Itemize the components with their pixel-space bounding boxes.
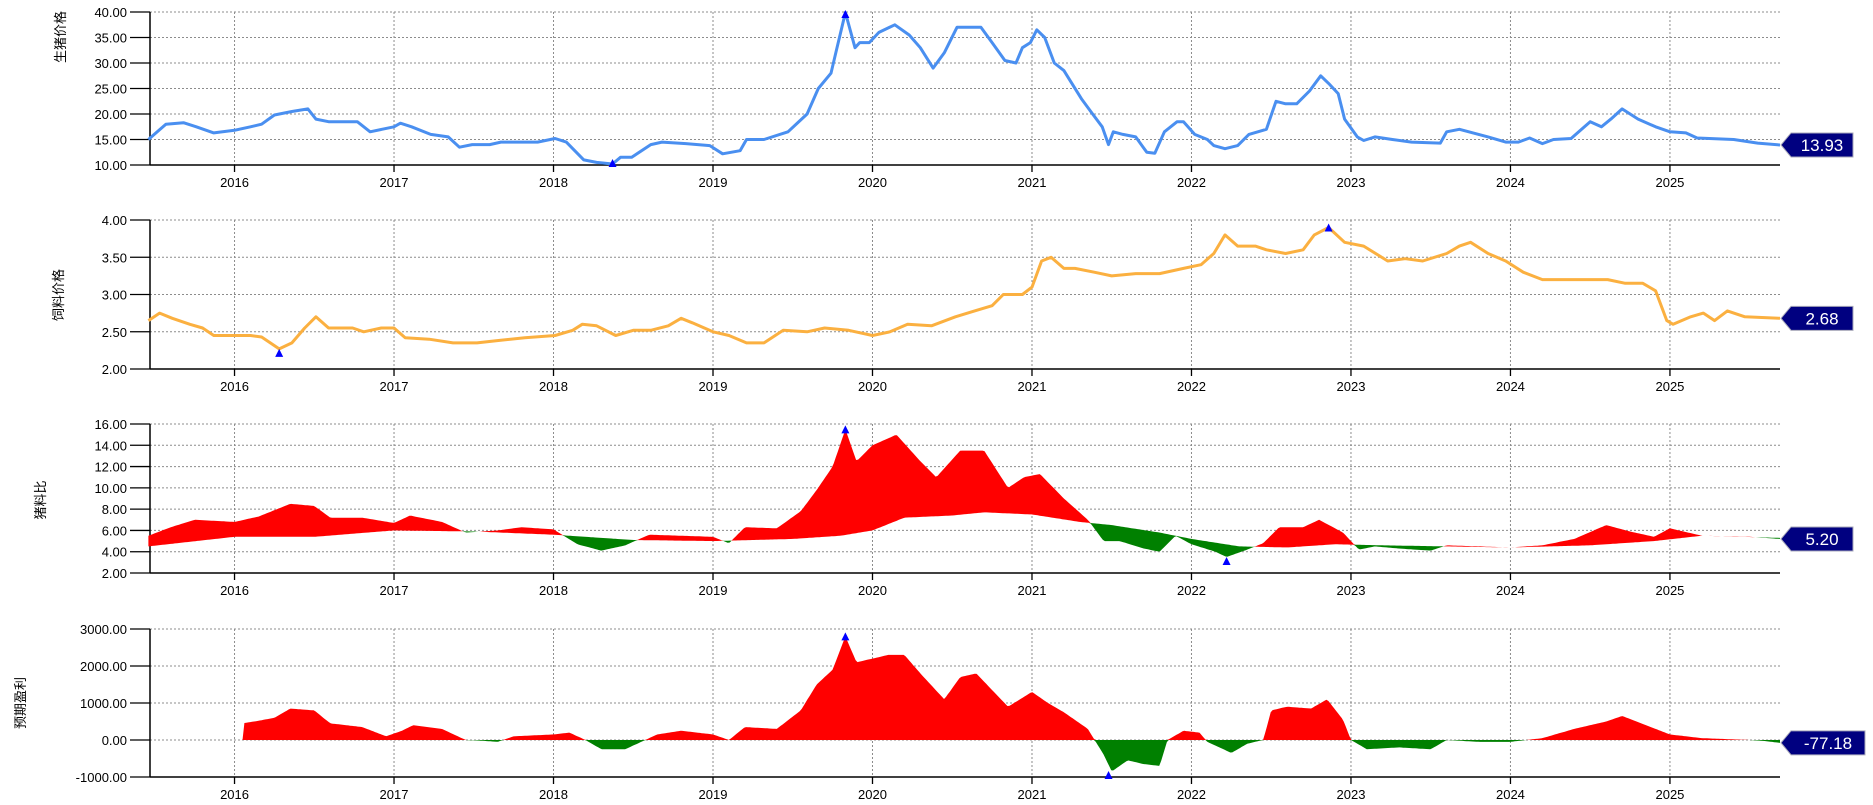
last-value-badge — [1780, 132, 1854, 158]
x-tick-label: 2025 — [1655, 583, 1684, 598]
y-tick-label: 30.00 — [94, 56, 127, 71]
y-axis-title: 饲料价格 — [51, 269, 67, 321]
x-tick-label: 2022 — [1177, 583, 1206, 598]
y-tick-label: 40.00 — [94, 5, 127, 20]
x-tick-label: 2025 — [1655, 175, 1684, 190]
x-tick-label: 2019 — [699, 787, 728, 802]
x-tick-label: 2023 — [1337, 379, 1366, 394]
x-tick-label: 2017 — [380, 583, 409, 598]
x-tick-label: 2022 — [1177, 379, 1206, 394]
x-tick-label: 2020 — [858, 379, 887, 394]
x-tick-label: 2019 — [699, 175, 728, 190]
min-marker — [1222, 557, 1231, 566]
y-tick-label: 4.00 — [102, 213, 127, 228]
y-tick-label: 10.00 — [94, 481, 127, 496]
max-marker — [841, 632, 850, 641]
y-axis-title: 猪料比 — [34, 480, 49, 519]
x-tick-label: 2021 — [1018, 787, 1047, 802]
min-marker — [608, 159, 617, 167]
y-tick-label: -1000.00 — [76, 770, 127, 785]
x-tick-label: 2017 — [380, 787, 409, 802]
x-tick-label: 2025 — [1655, 787, 1684, 802]
x-tick-label: 2016 — [220, 175, 249, 190]
y-tick-label: 1000.00 — [80, 696, 127, 711]
x-tick-label: 2022 — [1177, 787, 1206, 802]
x-tick-label: 2019 — [699, 583, 728, 598]
y-tick-label: 2.00 — [102, 566, 127, 581]
y-tick-label: 3.00 — [102, 288, 127, 303]
last-value-label: 5.20 — [1805, 530, 1838, 549]
y-tick-label: 14.00 — [94, 438, 127, 453]
negative-area — [242, 740, 1780, 771]
y-tick-label: 2.50 — [102, 325, 127, 340]
x-tick-label: 2020 — [858, 583, 887, 598]
x-tick-label: 2025 — [1655, 379, 1684, 394]
y-tick-label: 0.00 — [102, 733, 127, 748]
min-marker — [1104, 771, 1113, 779]
last-value-badge — [1780, 305, 1854, 331]
last-value-label: 2.68 — [1805, 309, 1838, 328]
x-tick-label: 2024 — [1496, 379, 1525, 394]
y-tick-label: 25.00 — [94, 82, 127, 97]
x-tick-label: 2024 — [1496, 583, 1525, 598]
panel-2: 2.00 2.50 3.00 3.50 4.00 2016 2017 2018 2019 2020… — [51, 213, 1854, 394]
y-tick-label: 3.50 — [102, 250, 127, 265]
x-tick-label: 2023 — [1337, 787, 1366, 802]
positive-area — [242, 637, 1780, 740]
y-tick-label: 16.00 — [94, 417, 127, 432]
y-tick-label: 6.00 — [102, 523, 127, 538]
x-tick-label: 2023 — [1337, 175, 1366, 190]
y-tick-label: 15.00 — [94, 133, 127, 148]
x-tick-label: 2018 — [539, 583, 568, 598]
x-tick-label: 2021 — [1018, 175, 1047, 190]
max-marker — [1324, 223, 1333, 232]
x-tick-label: 2021 — [1018, 583, 1047, 598]
x-tick-label: 2020 — [858, 175, 887, 190]
y-tick-label: 20.00 — [94, 107, 127, 122]
max-marker — [841, 10, 850, 18]
x-tick-label: 2018 — [539, 175, 568, 190]
x-tick-label: 2021 — [1018, 379, 1047, 394]
y-tick-label: 4.00 — [102, 545, 127, 560]
panel-3: 2.00 4.00 6.00 8.00 10.00 12.00 14.00 16.00 2016… — [34, 417, 1854, 598]
y-tick-label: 8.00 — [102, 502, 127, 517]
x-tick-label: 2024 — [1496, 175, 1525, 190]
x-tick-label: 2017 — [380, 379, 409, 394]
panel-4: -1000.00 0.00 1000.00 2000.00 3000.00 2016 201… — [14, 622, 1866, 802]
x-tick-label: 2017 — [380, 175, 409, 190]
y-tick-label: 2000.00 — [80, 659, 127, 674]
x-tick-label: 2016 — [220, 379, 249, 394]
last-value-label: -77.18 — [1804, 734, 1852, 753]
min-marker — [275, 348, 284, 357]
y-tick-label: 3000.00 — [80, 622, 127, 637]
negative-area — [148, 512, 1780, 557]
x-tick-label: 2020 — [858, 787, 887, 802]
panel-1: 10.00 15.00 20.00 25.00 30.00 35.00 40.00 2016 2… — [53, 5, 1854, 190]
x-tick-label: 2024 — [1496, 787, 1525, 802]
y-axis-title: 预期盈利 — [14, 677, 29, 729]
series-line-饲料价格 — [147, 226, 1781, 351]
x-tick-label: 2019 — [699, 379, 728, 394]
last-value-badge — [1780, 526, 1854, 552]
positive-area — [148, 430, 1780, 548]
series-line-生猪价格 — [147, 11, 1781, 166]
max-marker — [841, 425, 850, 434]
last-value-badge — [1780, 730, 1866, 756]
x-tick-label: 2018 — [539, 379, 568, 394]
last-value-label: 13.93 — [1801, 136, 1844, 155]
y-tick-label: 10.00 — [94, 158, 127, 173]
y-axis-title: 生猪价格 — [53, 11, 69, 63]
x-tick-label: 2023 — [1337, 583, 1366, 598]
y-tick-label: 35.00 — [94, 31, 127, 46]
y-tick-label: 12.00 — [94, 460, 127, 475]
x-tick-label: 2016 — [220, 787, 249, 802]
x-tick-label: 2018 — [539, 787, 568, 802]
x-tick-label: 2022 — [1177, 175, 1206, 190]
y-tick-label: 2.00 — [102, 362, 127, 377]
x-tick-label: 2016 — [220, 583, 249, 598]
